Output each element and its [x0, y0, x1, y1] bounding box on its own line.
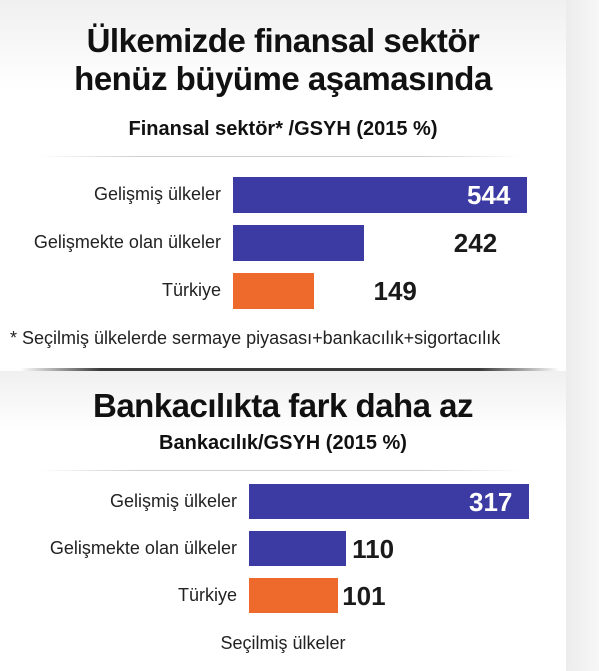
chart2-bar	[249, 578, 339, 613]
chart1-subtitle: Finansal sektör* /GSYH (2015 %)	[128, 118, 438, 140]
chart1-subtitle-divider	[40, 156, 520, 157]
chart2-subtitle-divider	[40, 470, 520, 471]
chart1-header-background	[0, 0, 566, 165]
side-strip	[566, 0, 599, 671]
section-divider	[20, 368, 560, 371]
chart2-header-background	[0, 371, 566, 481]
chart1-bar	[233, 225, 364, 261]
chart1-value-label: 242	[453, 228, 498, 258]
chart2-subtitle: Bankacılık/GSYH (2015 %)	[159, 432, 407, 454]
chart1-category-label: Gelişmekte olan ülkeler	[33, 232, 221, 252]
chart2-value-label: 317	[469, 486, 513, 517]
chart1-title: Ülkemizde finansal sektör henüz büyüme a…	[0, 22, 566, 98]
chart2-title: Bankacılıkta fark daha az	[0, 387, 566, 425]
chart2-category-label: Gelişmekte olan ülkeler	[49, 537, 237, 558]
chart2-title-line-1: Bankacılıkta fark daha az	[92, 387, 474, 424]
chart1-bar	[233, 177, 527, 213]
chart1-category-label: Gelişmiş ülkeler	[93, 184, 221, 204]
chart2-bar	[249, 531, 347, 566]
chart1-title-line-1: Ülkemizde finansal sektör	[86, 22, 480, 59]
chart2-value-label: 110	[352, 533, 395, 564]
chart2-category-label: Türkiye	[177, 584, 237, 605]
chart2-category-label: Gelişmiş ülkeler	[109, 490, 237, 511]
chart2-bar	[249, 484, 529, 519]
chart1-bar	[233, 273, 314, 309]
chart1-footnote: * Seçilmiş ülkelerde sermaye piyasası+ba…	[10, 328, 501, 348]
chart1-value-label: 544	[467, 180, 511, 210]
chart1-value-label: 149	[373, 276, 417, 306]
chart2-value-label: 101	[342, 580, 386, 611]
chart2-footnote: Seçilmiş ülkeler	[220, 633, 346, 653]
chart1-category-label: Türkiye	[161, 280, 221, 300]
chart1-title-line-2: henüz büyüme aşamasında	[74, 60, 492, 97]
